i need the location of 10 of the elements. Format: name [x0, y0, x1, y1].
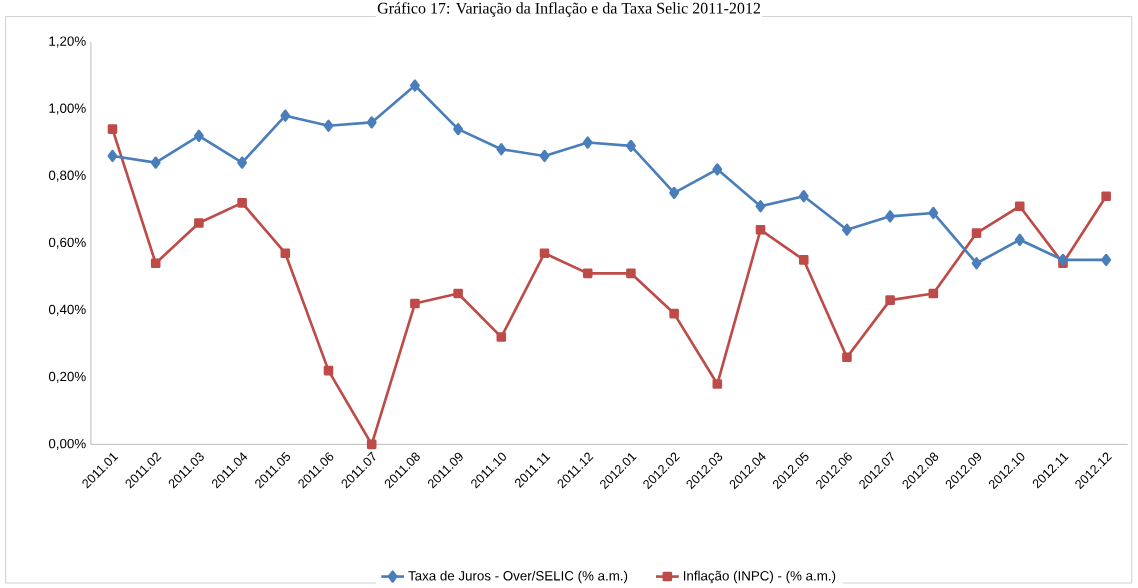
y-tick-label: 0,40%	[48, 304, 86, 316]
legend-label: Inflação (INPC) - (% a.m.)	[683, 570, 836, 584]
y-tick-label: 1,00%	[49, 103, 86, 115]
y-tick-label: 0,00%	[48, 439, 86, 451]
legend-label: Taxa de Juros - Over/SELIC (% a.m.)	[408, 570, 628, 584]
y-tick-label: 0,80%	[48, 170, 86, 182]
y-tick-label: 0,20%	[48, 371, 86, 383]
chart-title: Gráfico 17: Variação da Inflação e da Taxa Selic 2011-2012	[377, 2, 761, 17]
y-tick-label: 0,60%	[48, 237, 86, 249]
y-tick-label: 1,20%	[49, 36, 86, 48]
